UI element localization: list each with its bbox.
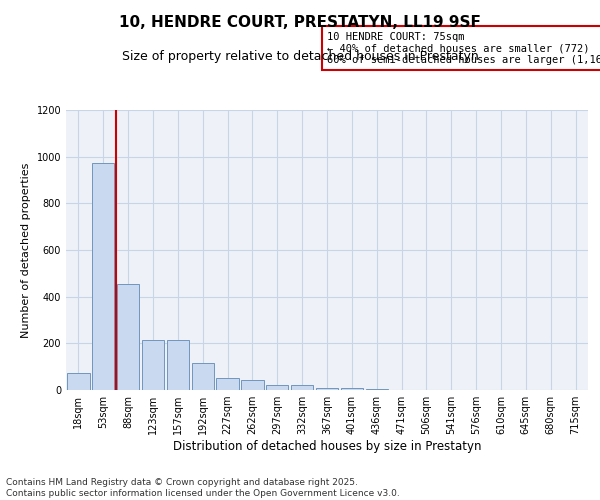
Y-axis label: Number of detached properties: Number of detached properties bbox=[21, 162, 31, 338]
Bar bbox=[266, 386, 289, 390]
Bar bbox=[92, 162, 115, 390]
Bar bbox=[167, 340, 189, 390]
Bar bbox=[316, 388, 338, 390]
Bar bbox=[191, 363, 214, 390]
Bar bbox=[67, 372, 89, 390]
Text: 10 HENDRE COURT: 75sqm
← 40% of detached houses are smaller (772)
60% of semi-de: 10 HENDRE COURT: 75sqm ← 40% of detached… bbox=[327, 32, 600, 65]
Text: Contains HM Land Registry data © Crown copyright and database right 2025.
Contai: Contains HM Land Registry data © Crown c… bbox=[6, 478, 400, 498]
Bar bbox=[142, 340, 164, 390]
Bar bbox=[291, 386, 313, 390]
Bar bbox=[365, 389, 388, 390]
Bar bbox=[117, 284, 139, 390]
Bar bbox=[217, 378, 239, 390]
Text: 10, HENDRE COURT, PRESTATYN, LL19 9SF: 10, HENDRE COURT, PRESTATYN, LL19 9SF bbox=[119, 15, 481, 30]
Bar bbox=[241, 380, 263, 390]
Bar bbox=[341, 388, 363, 390]
X-axis label: Distribution of detached houses by size in Prestatyn: Distribution of detached houses by size … bbox=[173, 440, 481, 453]
Text: Size of property relative to detached houses in Prestatyn: Size of property relative to detached ho… bbox=[122, 50, 478, 63]
